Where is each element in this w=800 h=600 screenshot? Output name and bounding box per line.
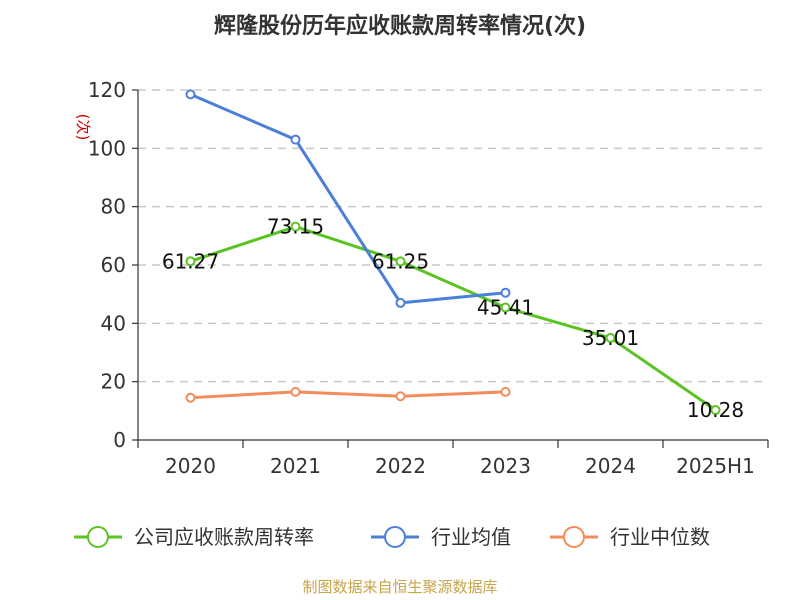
data-point bbox=[395, 391, 406, 402]
legend-label: 行业均值 bbox=[431, 525, 511, 549]
legend-marker-icon bbox=[384, 526, 406, 548]
data-label: 35.01 bbox=[582, 326, 639, 350]
y-tick-label: 0 bbox=[113, 428, 126, 452]
legend-label: 公司应收账款周转率 bbox=[134, 525, 314, 549]
series-line bbox=[190, 390, 506, 400]
legend-label: 行业中位数 bbox=[610, 525, 710, 549]
axes: 0 20 40 60 80 100 120 2020 2021 2022 2023 2024 2025H… bbox=[88, 78, 769, 478]
x-tick-label: 2022 bbox=[375, 454, 426, 478]
data-point bbox=[710, 405, 721, 416]
y-tick-label: 120 bbox=[88, 78, 126, 102]
x-tick-label: 2025H1 bbox=[676, 454, 755, 478]
data-labels: 61.27 73.15 61.25 45.41 35.01 10.28 bbox=[162, 215, 744, 422]
data-point bbox=[290, 134, 301, 145]
y-tick-label: 40 bbox=[101, 311, 126, 335]
data-label: 61.27 bbox=[162, 249, 219, 273]
grid bbox=[138, 89, 768, 383]
series bbox=[185, 89, 721, 416]
series-line bbox=[189, 92, 506, 305]
legend-item-1[interactable]: 行业均值 bbox=[371, 525, 511, 549]
legend-item-0[interactable]: 公司应收账款周转率 bbox=[74, 525, 314, 549]
legend-item-2[interactable]: 行业中位数 bbox=[550, 525, 710, 549]
y-tick-label: 20 bbox=[101, 370, 126, 394]
data-point bbox=[500, 302, 511, 313]
y-tick-label: 80 bbox=[101, 195, 126, 219]
x-tick-label: 2020 bbox=[165, 454, 216, 478]
x-tick-label: 2024 bbox=[585, 454, 636, 478]
series-line bbox=[190, 225, 717, 412]
data-label: 45.41 bbox=[477, 296, 534, 320]
series-2 bbox=[185, 386, 511, 403]
data-point bbox=[500, 287, 511, 298]
y-axis-unit: (次) bbox=[74, 114, 92, 141]
legend-marker-icon bbox=[87, 526, 109, 548]
x-tick-label: 2023 bbox=[480, 454, 531, 478]
data-point bbox=[290, 221, 301, 232]
data-label: 61.25 bbox=[372, 249, 429, 273]
legend: 公司应收账款周转率 行业均值 行业中位数 bbox=[74, 525, 710, 549]
x-tick-label: 2021 bbox=[270, 454, 321, 478]
chart-title: 辉隆股份历年应收账款周转率情况(次) bbox=[214, 13, 586, 39]
data-point bbox=[185, 256, 196, 267]
series-0 bbox=[185, 221, 721, 416]
legend-marker-icon bbox=[563, 526, 585, 548]
data-point bbox=[605, 332, 616, 343]
y-tick-label: 60 bbox=[101, 253, 126, 277]
y-tick-label: 100 bbox=[88, 136, 126, 160]
series-1 bbox=[185, 89, 511, 308]
data-point bbox=[185, 89, 196, 100]
data-label: 10.28 bbox=[687, 398, 744, 422]
data-point bbox=[395, 256, 406, 267]
data-point bbox=[395, 297, 406, 308]
data-label: 73.15 bbox=[267, 215, 324, 239]
data-point bbox=[185, 392, 196, 403]
data-point bbox=[290, 386, 301, 397]
source-note: 制图数据来自恒生聚源数据库 bbox=[302, 578, 497, 596]
data-point bbox=[500, 386, 511, 397]
